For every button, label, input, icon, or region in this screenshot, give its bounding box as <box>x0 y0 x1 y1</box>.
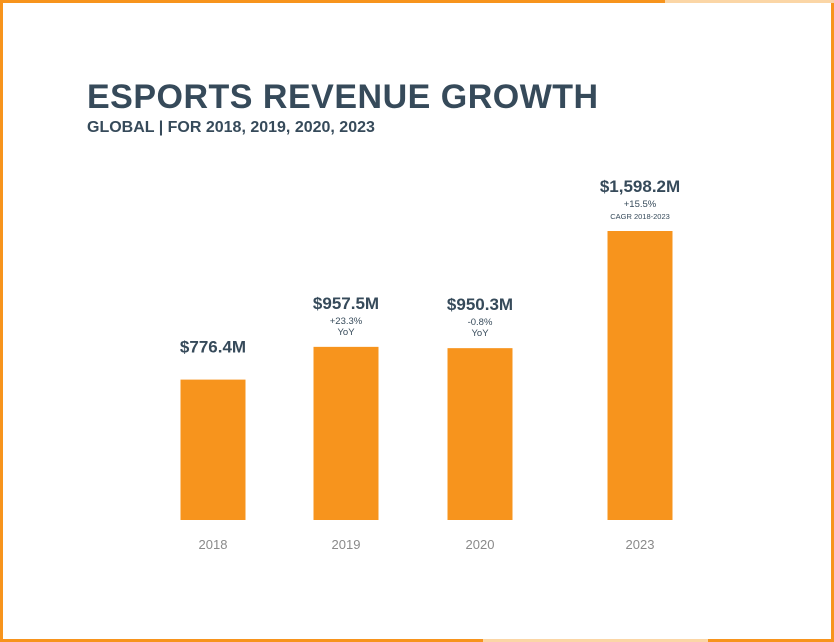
value-label-2023: $1,598.2M <box>600 177 680 196</box>
x-tick-label-2019: 2019 <box>332 537 361 552</box>
chart-title: ESPORTS REVENUE GROWTH <box>87 78 599 116</box>
bar-2018 <box>180 379 246 520</box>
bar-2019 <box>313 346 379 520</box>
frame-accent-top <box>665 0 834 3</box>
annotation-2019-0: +23.3% <box>330 316 363 327</box>
bar-2020 <box>447 348 513 520</box>
annotation-2023-1: CAGR 2018-2023 <box>610 212 670 221</box>
annotation-2023-0: +15.5% <box>624 199 657 210</box>
annotation-2020-0: -0.8% <box>468 317 493 328</box>
value-label-2020: $950.3M <box>447 295 513 314</box>
frame-accent-bottom <box>483 639 708 642</box>
value-label-2019: $957.5M <box>313 294 379 313</box>
x-tick-label-2023: 2023 <box>626 537 655 552</box>
chart-subtitle: GLOBAL | FOR 2018, 2019, 2020, 2023 <box>87 119 375 136</box>
annotation-2020-1: YoY <box>471 328 489 339</box>
bar-2023 <box>607 231 673 520</box>
x-tick-label-2018: 2018 <box>199 537 228 552</box>
annotation-2019-1: YoY <box>337 327 355 338</box>
x-tick-label-2020: 2020 <box>466 537 495 552</box>
value-label-2018: $776.4M <box>180 338 246 357</box>
